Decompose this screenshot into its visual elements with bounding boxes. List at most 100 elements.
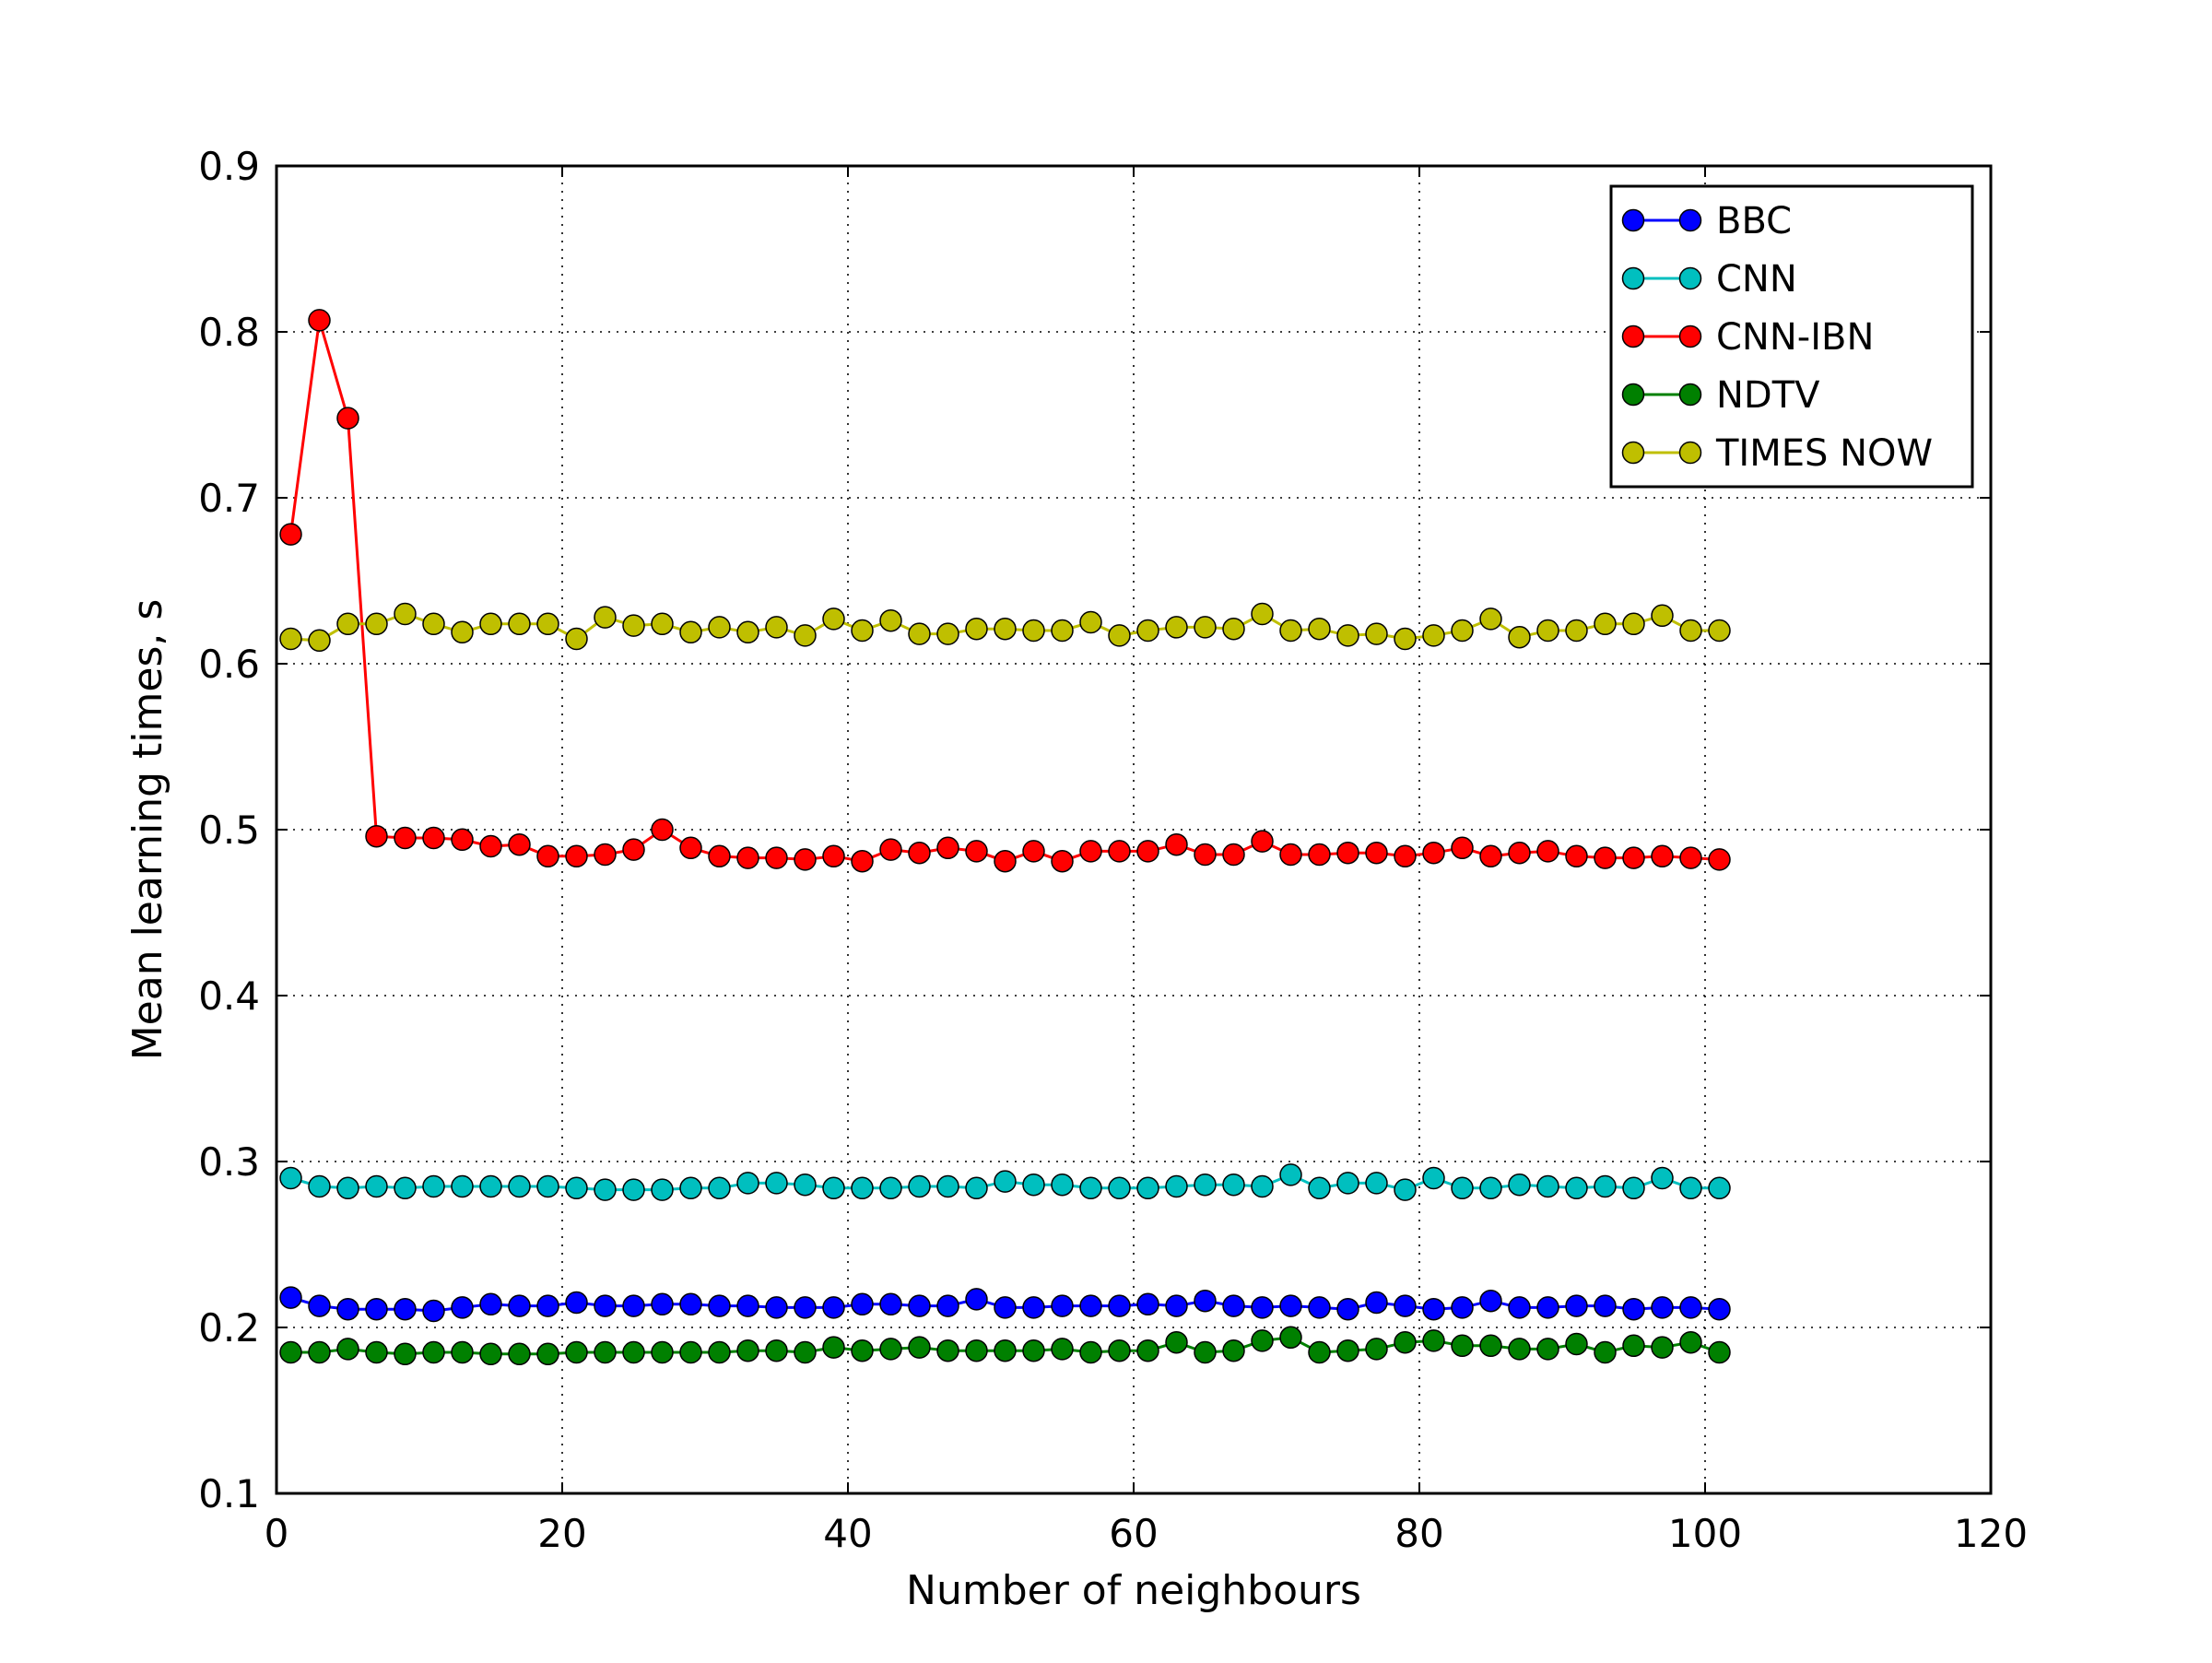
data-point-times-now [479,612,502,636]
y-tick-label: 0.6 [198,642,260,687]
data-point-bbc [365,1297,388,1321]
data-point-cnn-ibn [879,838,902,861]
data-point-bbc [1165,1294,1188,1317]
data-point-cnn [336,1176,359,1200]
x-axis-label: Number of neighbours [906,1567,1361,1614]
data-point-cnn-ibn [536,844,559,868]
data-point-times-now [1708,619,1731,643]
data-point-times-now [622,614,645,637]
data-point-ndtv [451,1340,474,1364]
data-point-times-now [965,617,988,641]
data-point-times-now [594,606,617,629]
data-point-bbc [1594,1294,1617,1317]
data-point-times-now [1565,619,1588,643]
data-point-cnn [1594,1174,1617,1198]
data-point-cnn [1336,1172,1359,1195]
data-point-cnn [1222,1173,1245,1197]
data-point-cnn [1651,1166,1674,1190]
data-point-cnn [1308,1176,1331,1200]
data-point-cnn [479,1174,502,1198]
x-tick-label: 80 [1394,1511,1443,1556]
data-point-ndtv [822,1336,845,1359]
x-tick-label: 0 [265,1511,289,1556]
data-point-cnn [622,1178,645,1201]
data-point-cnn [736,1172,759,1195]
data-point-times-now [736,620,759,644]
data-point-cnn [879,1176,902,1200]
data-point-ndtv [365,1340,388,1364]
data-point-cnn [1479,1176,1502,1200]
data-point-times-now [1594,612,1617,636]
y-tick-label: 0.2 [198,1305,260,1350]
data-point-bbc [279,1286,302,1309]
data-point-bbc [965,1288,988,1311]
data-point-cnn-ibn [479,834,502,858]
legend-marker-times-now [1678,441,1702,465]
data-point-cnn-ibn [822,844,845,868]
data-point-times-now [565,627,588,651]
legend-marker-cnn [1621,266,1645,290]
data-point-bbc [1651,1296,1674,1319]
data-point-ndtv [1222,1339,1245,1362]
legend-marker-bbc [1678,208,1702,232]
data-point-times-now [1508,625,1531,649]
grid-lines [276,166,1991,1493]
data-point-cnn [908,1174,931,1198]
data-point-cnn-ibn [1336,841,1359,865]
data-point-cnn [1022,1173,1045,1197]
legend: BBC CNN CNN-IBN NDTV TIMES NOW [1609,184,1974,489]
data-point-cnn-ibn [365,824,388,848]
data-point-bbc [708,1294,731,1317]
data-point-cnn [422,1174,445,1198]
data-point-cnn-ibn [1279,843,1302,867]
data-point-cnn [822,1176,845,1200]
data-point-ndtv [508,1342,531,1366]
legend-marker-times-now [1621,441,1645,465]
data-point-cnn [451,1174,474,1198]
data-point-bbc [594,1294,617,1317]
legend-marker-bbc [1621,208,1645,232]
data-point-cnn [994,1170,1017,1193]
data-point-times-now [1422,624,1445,647]
data-point-cnn-ibn [1508,841,1531,865]
data-point-ndtv [1394,1330,1417,1354]
data-point-ndtv [536,1342,559,1366]
data-point-cnn-ibn [708,844,731,868]
data-point-cnn-ibn [1679,846,1702,869]
data-point-times-now [336,612,359,636]
data-point-ndtv [936,1339,959,1362]
data-point-times-now [851,619,874,643]
data-point-cnn-ibn [765,846,788,869]
data-point-cnn-ibn [1422,841,1445,865]
data-point-cnn-ibn [1251,830,1274,853]
data-point-bbc [679,1292,702,1316]
data-point-bbc [1251,1296,1274,1319]
data-point-times-now [1051,619,1074,643]
data-point-cnn-ibn [679,836,702,860]
data-point-bbc [336,1297,359,1321]
data-point-bbc [1051,1294,1074,1317]
legend-label-times-now: TIMES NOW [1715,432,1933,475]
data-point-ndtv [1194,1340,1217,1364]
data-point-ndtv [1279,1326,1302,1350]
data-point-times-now [536,612,559,636]
data-point-times-now [936,622,959,645]
data-point-times-now [1308,617,1331,641]
data-point-ndtv [651,1340,674,1364]
data-point-times-now [279,627,302,651]
data-point-times-now [1365,622,1388,645]
data-point-ndtv [1308,1340,1331,1364]
data-point-ndtv [1165,1330,1188,1354]
data-point-bbc [1679,1296,1702,1319]
data-point-cnn [536,1174,559,1198]
data-point-cnn [365,1174,388,1198]
data-point-cnn [1079,1176,1102,1200]
data-point-times-now [1222,617,1245,641]
x-tick-label: 120 [1954,1511,2028,1556]
data-point-bbc [308,1294,331,1317]
data-point-cnn [1165,1174,1188,1198]
data-point-ndtv [565,1340,588,1364]
data-point-cnn-ibn [851,849,874,873]
data-point-cnn-ibn [279,523,302,546]
